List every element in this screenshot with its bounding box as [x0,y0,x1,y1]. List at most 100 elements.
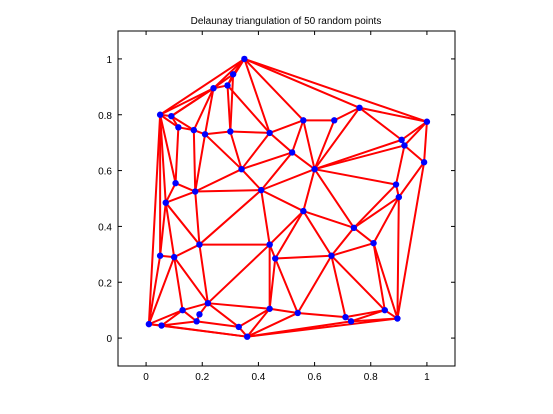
triangulation-edge [330,254,347,319]
triangulation-edge [159,201,167,257]
data-point [258,186,265,194]
triangulation-edge [170,87,215,118]
triangulation-edge [229,73,235,133]
triangulation-edge [291,151,316,171]
data-point [370,239,377,247]
triangulation-edge [194,133,207,193]
plot-area [145,55,431,340]
triangulation-edge [396,196,400,320]
data-point [201,131,209,138]
axes-box [117,30,456,367]
x-axis: 0 0.2 0.4 0.6 0.8 1 [143,31,430,383]
triangulation-edge [226,84,271,134]
data-point [243,333,251,340]
triangulation-edge [229,130,243,171]
triangulation-edge [229,130,271,134]
data-point [328,252,335,259]
triangulation-edge [159,87,215,116]
triangulation-edge [198,243,209,305]
data-point [190,126,198,134]
data-point [350,224,358,232]
triangulation-edge [330,226,355,257]
data-point [394,315,401,322]
triangulation-edge [204,133,243,171]
data-point [331,117,338,124]
triangulation-edge [274,257,299,314]
y-tick-label: 0.2 [98,278,112,289]
triangulation-edge [396,161,426,320]
triangulation-edge [243,57,271,134]
triangulation-edge [260,189,271,246]
triangulation-edge [212,73,235,90]
triangulation-edge [358,106,428,123]
data-points [145,55,431,340]
data-point [162,199,169,206]
triangulation-edge [192,87,215,132]
chart-title: Delaunay triangulation of 50 random poin… [191,16,382,27]
triangulation-edge [243,57,428,123]
triangulation-edge [313,119,336,171]
triangulation-edge [147,113,162,326]
triangulation-edge [198,189,263,246]
data-point [423,118,431,125]
y-tick-label: 0 [106,334,112,345]
triangulation-edge [194,189,263,193]
data-point [392,181,400,188]
triangulation-edge [423,120,428,164]
triangulation-edge [397,161,426,199]
triangulation-edge [302,168,316,213]
triangulation-edge [296,311,347,319]
triangulation-edge [372,242,386,312]
data-point [193,318,200,325]
triangulation-edge [160,309,184,327]
triangulation-edge [164,201,176,259]
triangulation-edge [302,210,355,229]
x-tick-label: 0.8 [364,372,378,383]
data-point [356,104,363,111]
x-tick-label: 0.6 [308,372,322,383]
triangulation-edge [313,106,361,171]
triangulation-edge [204,87,215,136]
data-point [347,318,355,325]
triangulation-edge [240,151,294,171]
data-point [395,193,403,201]
data-point [266,305,273,312]
triangulation-edge [395,144,406,186]
triangulation-edge [268,257,277,310]
triangulation-edge [160,320,198,327]
triangulation-edge [274,210,305,260]
triangulation-edge [173,256,209,305]
data-point [172,179,179,187]
data-point [204,299,212,307]
data-point [196,241,203,248]
triangulation-edge [268,131,294,154]
triangulation-edge [352,226,375,245]
triangulation-edge [274,254,333,260]
triangulation-edge [350,317,399,323]
triangulation-edge [237,307,271,328]
triangulation-edge [313,138,403,171]
triangulation-edge [302,119,316,171]
triangulation-edge [313,144,406,171]
triangulation-edge [372,196,400,245]
triangulation-edge [212,57,246,90]
data-point [272,255,279,262]
data-point [294,309,301,317]
x-tick-label: 1 [424,372,430,383]
triangulation-edge [173,256,184,312]
y-axis: 0 0.2 0.4 0.6 0.8 1 [98,55,455,345]
data-point [235,323,242,331]
triangulation-edge [403,144,426,164]
triangulation-edge [174,182,197,193]
x-tick-label: 0 [143,372,149,383]
data-point [288,149,296,156]
data-point [342,313,349,321]
triangulation-edge [206,302,240,328]
data-point [179,306,186,314]
triangulation-edge [358,106,403,141]
data-point [156,111,164,118]
triangulation-edge [403,120,428,147]
triangulation-edge [147,254,162,326]
